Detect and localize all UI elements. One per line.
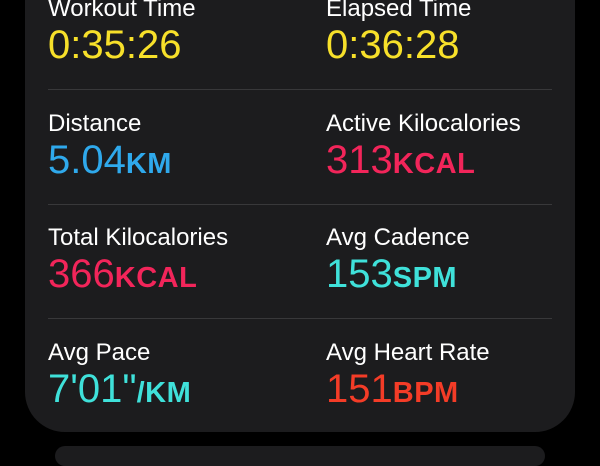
metric-value: 0:36:28 <box>326 22 459 72</box>
metric-number: 5.04 <box>48 137 126 182</box>
metric-value: 313KCAL <box>326 137 475 187</box>
metric-value: 151BPM <box>326 366 459 416</box>
metric-number: 0:35:26 <box>48 23 182 67</box>
metric-label: Avg Heart Rate <box>326 338 490 366</box>
divider <box>48 204 552 205</box>
metric-value: 0:35:26 <box>48 22 181 72</box>
metric-value: 5.04KM <box>48 137 172 187</box>
metric-number: 366 <box>48 252 115 296</box>
metric-label: Total Kilocalories <box>48 224 229 251</box>
metric-label: Workout Time <box>48 0 196 22</box>
metric-unit: BPM <box>392 376 459 409</box>
workout-details-card <box>25 0 575 432</box>
divider <box>48 89 552 90</box>
metric-unit: /KM <box>136 376 192 409</box>
metric-unit: KCAL <box>114 262 198 294</box>
metric-unit: KCAL <box>392 147 476 180</box>
metric-label: Avg Pace <box>48 338 151 366</box>
metric-label: Distance <box>48 109 142 137</box>
metric-number: 0:36:28 <box>326 23 460 67</box>
next-card-edge <box>55 446 545 466</box>
metric-value: 366KCAL <box>48 251 197 301</box>
metric-label: Avg Cadence <box>326 224 470 251</box>
metric-unit: SPM <box>392 262 458 294</box>
metric-number: 313 <box>326 137 393 182</box>
metric-number: 7'01" <box>48 366 137 411</box>
metric-unit: KM <box>125 147 172 180</box>
divider <box>48 318 552 319</box>
metric-number: 153 <box>326 252 393 296</box>
metric-value: 153SPM <box>326 251 457 301</box>
metric-label: Active Kilocalories <box>326 109 521 137</box>
metric-value: 7'01"/KM <box>48 366 191 416</box>
metric-number: 151 <box>326 366 393 411</box>
metric-label: Elapsed Time <box>326 0 472 22</box>
